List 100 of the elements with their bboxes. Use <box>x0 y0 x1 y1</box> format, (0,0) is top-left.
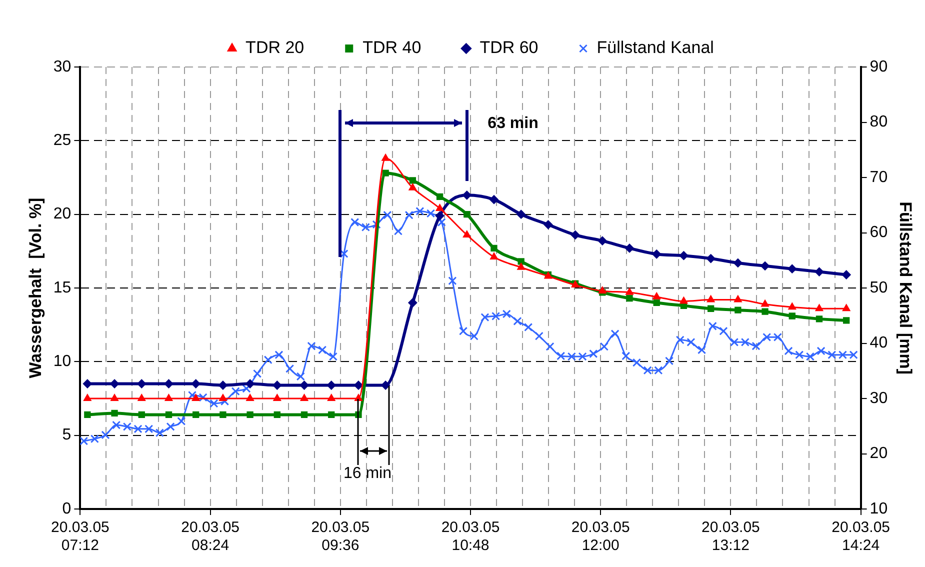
y-tick-label: 0 <box>62 500 72 518</box>
point <box>164 379 174 388</box>
point <box>598 236 607 246</box>
point <box>246 394 254 401</box>
y-tick-label: 30 <box>53 58 72 76</box>
point <box>517 262 526 270</box>
point <box>138 394 146 401</box>
point <box>382 154 390 161</box>
y2-tick-label: 80 <box>870 114 888 131</box>
point <box>408 298 418 308</box>
point <box>111 410 118 417</box>
point <box>816 316 823 322</box>
point <box>652 250 662 259</box>
point <box>706 295 715 302</box>
point <box>409 177 416 184</box>
point <box>462 230 471 238</box>
point <box>300 394 308 401</box>
point <box>83 394 92 401</box>
point <box>598 286 606 294</box>
point <box>652 292 661 300</box>
point <box>815 304 824 312</box>
point <box>843 317 850 324</box>
y2-tick-label: 10 <box>870 500 888 518</box>
point <box>653 299 660 306</box>
y-tick-label: 20 <box>53 206 72 223</box>
y2-tick-label: 20 <box>870 445 888 462</box>
point <box>706 254 716 264</box>
point <box>382 170 389 176</box>
y2-tick-label: 90 <box>870 58 888 76</box>
point <box>626 288 634 295</box>
point <box>192 411 200 418</box>
annotation: 63 min <box>488 114 538 132</box>
point <box>464 211 470 218</box>
legend-label: TDR 60 <box>480 38 538 58</box>
x-tick-label: 20.03.05 07:12 <box>51 519 110 554</box>
legend-label: Füllstand Kanal <box>596 38 714 58</box>
point <box>110 394 118 401</box>
point <box>734 306 742 314</box>
point <box>733 258 742 268</box>
point <box>274 411 280 418</box>
point <box>570 230 580 240</box>
x-tick-label: 20.03.05 09:36 <box>311 519 370 554</box>
point <box>490 244 498 252</box>
point <box>328 411 335 418</box>
y2-tick-label: 50 <box>870 279 888 296</box>
point <box>626 294 633 302</box>
x-tick-label: 20.03.05 14:24 <box>832 519 890 554</box>
point <box>436 193 444 200</box>
x-tick-label: 20.03.05 08:24 <box>181 519 240 554</box>
point <box>788 312 796 320</box>
point <box>408 183 417 190</box>
point <box>762 308 768 315</box>
point <box>220 411 226 418</box>
point <box>435 211 444 220</box>
point <box>490 252 498 260</box>
y-tick-label: 10 <box>53 353 72 370</box>
x-tick-label: 20.03.05 12:00 <box>571 519 630 554</box>
point <box>82 379 92 388</box>
y-tick-label: 15 <box>53 279 72 296</box>
point <box>761 300 769 307</box>
point <box>381 380 390 390</box>
y-tick-label: 25 <box>53 132 72 150</box>
y2-tick-label: 60 <box>870 224 888 242</box>
point <box>192 394 200 401</box>
point <box>679 251 688 260</box>
point <box>436 204 444 211</box>
point <box>164 394 173 401</box>
y2-tick-label: 30 <box>870 390 888 407</box>
point <box>300 380 309 390</box>
point <box>489 195 498 204</box>
y2-tick-label: 40 <box>870 334 888 352</box>
legend-label: TDR 20 <box>246 38 304 58</box>
point <box>707 305 714 312</box>
point <box>300 411 308 418</box>
y2-tick-label: 70 <box>870 168 888 186</box>
point <box>625 244 634 253</box>
point <box>246 411 254 418</box>
annotation: 16 min <box>343 464 392 482</box>
point <box>518 258 524 265</box>
point <box>814 267 824 276</box>
y-axis-title: Wassergehalt [Vol. %] <box>26 198 45 378</box>
legend-label: TDR 40 <box>362 38 422 58</box>
point <box>218 394 227 401</box>
point <box>84 411 91 418</box>
point <box>788 264 797 274</box>
point <box>516 210 526 219</box>
y2-axis-title: Füllstand Kanal [mm] <box>896 202 916 374</box>
point <box>842 304 850 312</box>
y-tick-label: 5 <box>62 426 72 444</box>
point <box>327 394 336 401</box>
point <box>788 302 796 310</box>
point <box>734 295 742 302</box>
x-tick-label: 20.03.05 10:48 <box>441 519 500 554</box>
point <box>544 220 553 230</box>
point <box>760 261 770 270</box>
point <box>842 270 851 280</box>
point <box>165 411 172 418</box>
point <box>138 411 145 418</box>
x-tick-label: 20.03.05 13:12 <box>702 519 760 554</box>
point <box>273 394 282 401</box>
